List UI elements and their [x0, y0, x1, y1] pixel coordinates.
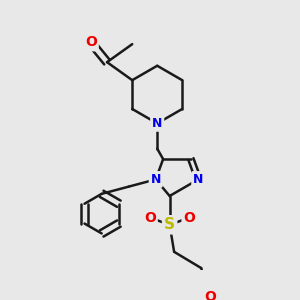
Text: O: O [204, 290, 216, 300]
Text: O: O [144, 211, 156, 225]
Text: N: N [151, 173, 161, 186]
Text: O: O [85, 35, 97, 49]
Text: N: N [193, 173, 203, 186]
Text: S: S [164, 217, 175, 232]
Text: N: N [152, 117, 162, 130]
Text: O: O [184, 211, 195, 225]
